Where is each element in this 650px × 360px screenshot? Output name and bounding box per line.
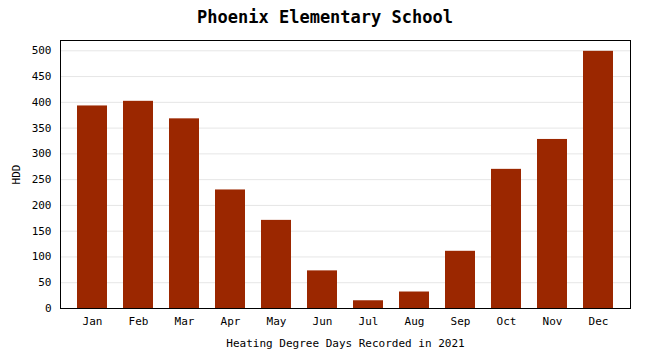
svg-text:150: 150 — [32, 225, 52, 238]
svg-text:Mar: Mar — [175, 315, 195, 328]
svg-text:Apr: Apr — [221, 315, 241, 328]
svg-text:Dec: Dec — [589, 315, 609, 328]
svg-text:300: 300 — [32, 147, 52, 160]
svg-text:200: 200 — [32, 199, 52, 212]
svg-text:HDD: HDD — [10, 165, 23, 185]
svg-text:May: May — [267, 315, 287, 328]
svg-text:50: 50 — [38, 276, 51, 289]
svg-text:400: 400 — [32, 96, 52, 109]
svg-text:Jul: Jul — [359, 315, 379, 328]
svg-text:500: 500 — [32, 44, 52, 57]
svg-text:350: 350 — [32, 122, 52, 135]
svg-text:Aug: Aug — [405, 315, 425, 328]
svg-text:Jan: Jan — [83, 315, 103, 328]
svg-text:Nov: Nov — [543, 315, 563, 328]
svg-text:Heating Degree Days Recorded i: Heating Degree Days Recorded in 2021 — [226, 337, 464, 350]
svg-text:0: 0 — [45, 302, 52, 315]
svg-text:100: 100 — [32, 250, 52, 263]
svg-text:450: 450 — [32, 70, 52, 83]
svg-text:250: 250 — [32, 173, 52, 186]
svg-text:Jun: Jun — [313, 315, 333, 328]
svg-text:Oct: Oct — [497, 315, 517, 328]
svg-text:Sep: Sep — [451, 315, 471, 328]
html-text:Phoenix Elementary School: Phoenix Elementary School — [197, 7, 453, 27]
svg-text:Feb: Feb — [129, 315, 149, 328]
